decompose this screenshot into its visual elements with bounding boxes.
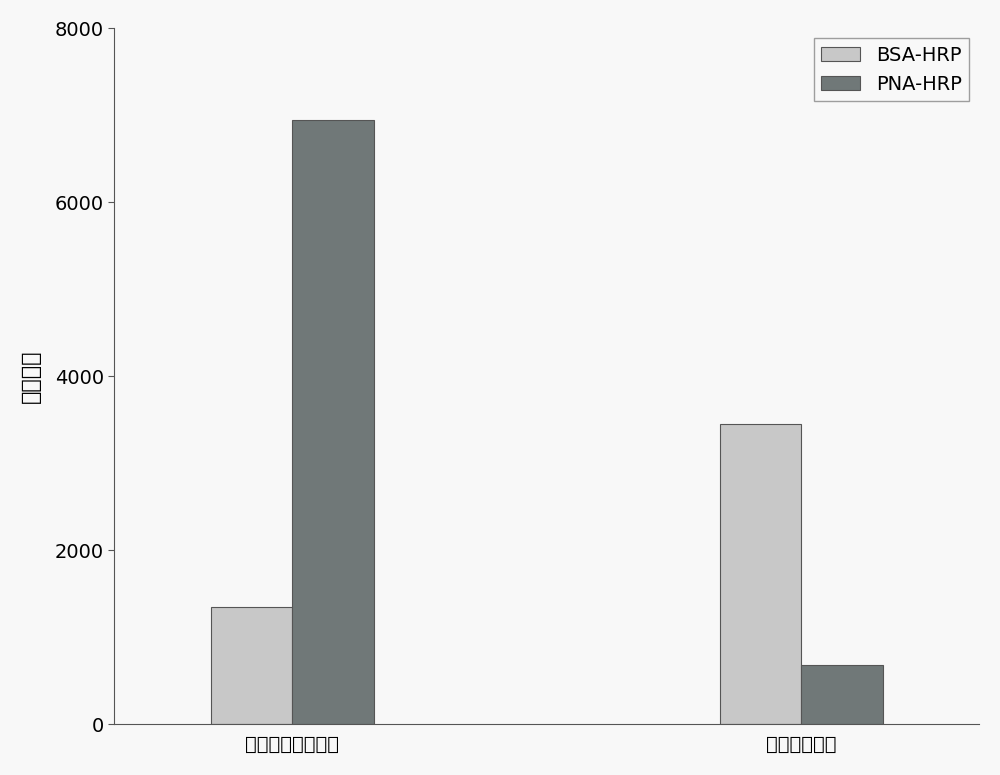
Y-axis label: 荧光强度: 荧光强度 xyxy=(21,350,41,403)
Bar xyxy=(801,665,883,724)
Legend: BSA-HRP, PNA-HRP: BSA-HRP, PNA-HRP xyxy=(814,38,969,102)
Bar xyxy=(211,607,292,724)
Bar xyxy=(720,424,801,724)
Bar xyxy=(292,119,374,724)
